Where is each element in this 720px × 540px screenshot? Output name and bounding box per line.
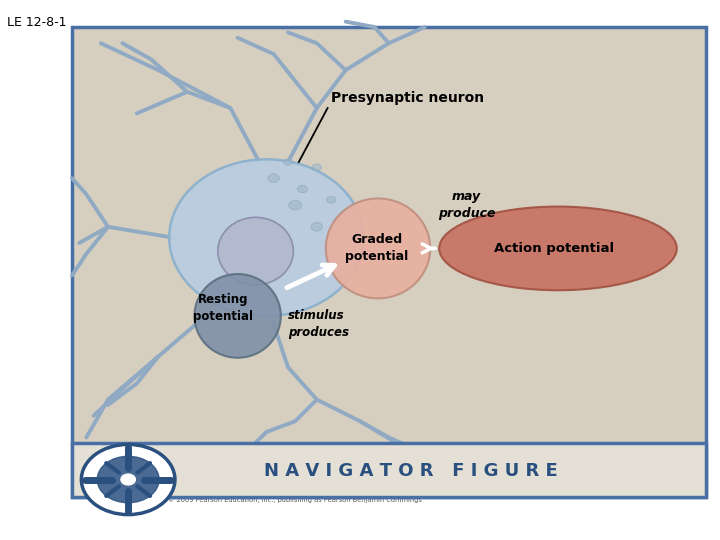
Text: Graded
potential: Graded potential	[345, 233, 408, 264]
FancyBboxPatch shape	[72, 27, 706, 497]
Ellipse shape	[297, 185, 307, 193]
Text: Action potential: Action potential	[495, 242, 614, 255]
Ellipse shape	[312, 164, 322, 171]
Ellipse shape	[169, 159, 364, 316]
Text: stimulus
produces: stimulus produces	[288, 309, 349, 339]
Text: may
produce: may produce	[438, 190, 495, 220]
Text: N A V I G A T O R   F I G U R E: N A V I G A T O R F I G U R E	[264, 462, 557, 480]
FancyBboxPatch shape	[72, 443, 706, 497]
Text: Resting
potential: Resting potential	[193, 293, 253, 323]
Circle shape	[81, 444, 175, 515]
Ellipse shape	[289, 200, 302, 210]
Text: Presynaptic neuron: Presynaptic neuron	[331, 91, 485, 105]
Text: Copyright © 2009 Pearson Education, Inc., publishing as Pearson Benjamin Cumming: Copyright © 2009 Pearson Education, Inc.…	[133, 497, 422, 503]
Ellipse shape	[325, 198, 431, 298]
Ellipse shape	[284, 159, 292, 165]
Ellipse shape	[218, 217, 294, 285]
Ellipse shape	[439, 206, 677, 291]
Circle shape	[121, 474, 135, 485]
Text: LE 12-8-1: LE 12-8-1	[7, 16, 67, 29]
Ellipse shape	[268, 174, 279, 183]
Ellipse shape	[311, 222, 323, 231]
Circle shape	[97, 456, 159, 503]
Ellipse shape	[194, 274, 281, 357]
Ellipse shape	[327, 197, 336, 203]
Ellipse shape	[333, 218, 343, 225]
